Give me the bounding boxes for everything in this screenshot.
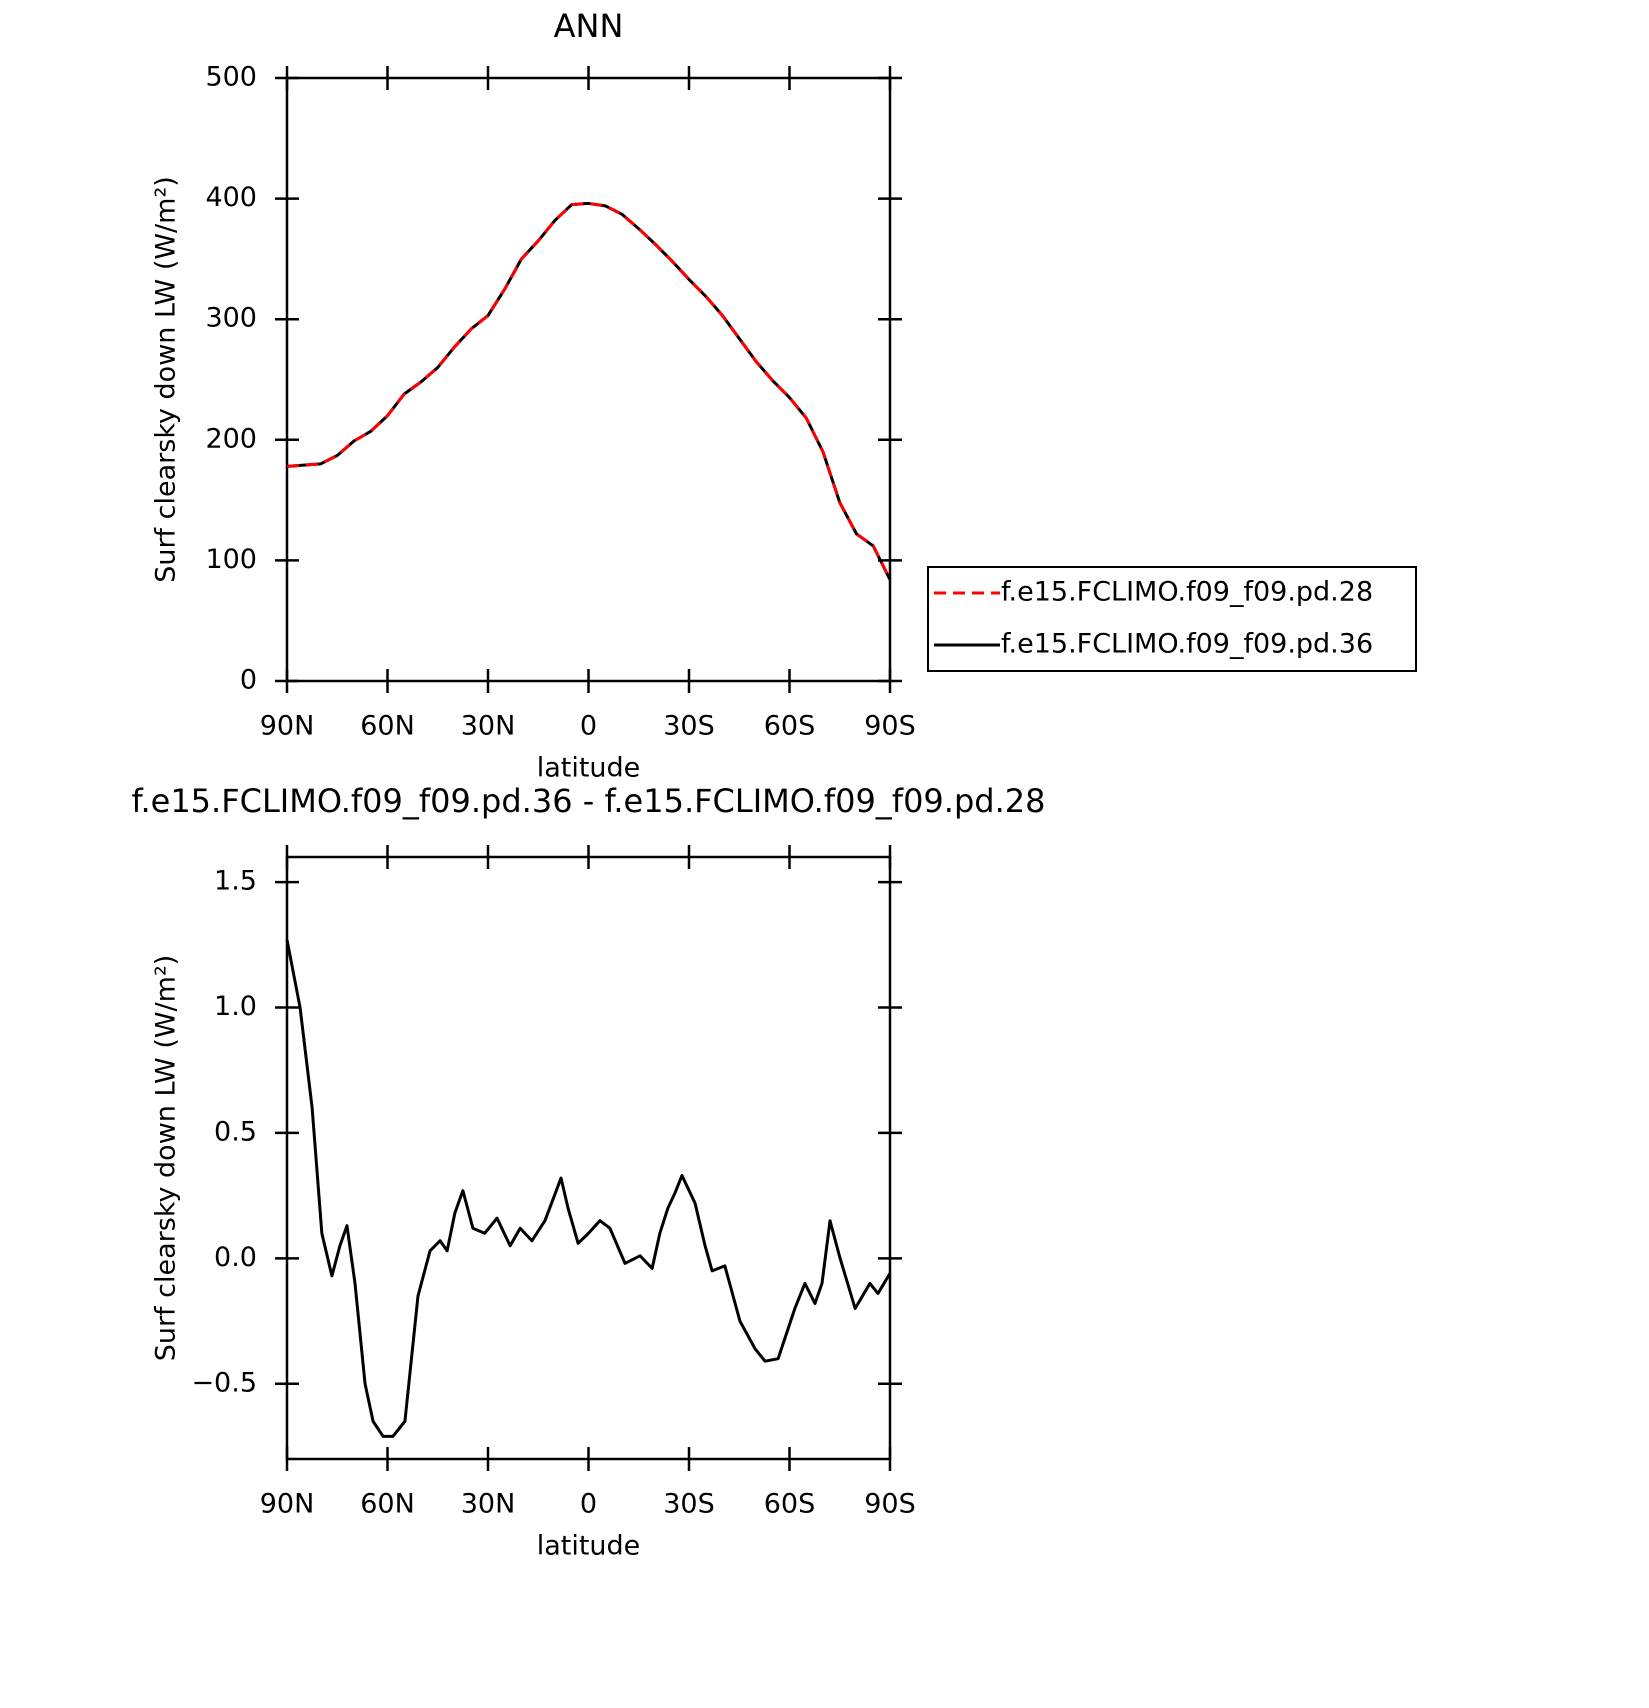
series-line [285, 939, 892, 1438]
y-tick-label: 0.5 [214, 1116, 257, 1147]
y-tick-label: 500 [205, 62, 257, 93]
x-tick-label: 0 [580, 1489, 597, 1520]
y-tick-label: 300 [205, 303, 257, 334]
x-tick-label: 60S [764, 711, 816, 742]
y-tick-label: 200 [205, 423, 257, 454]
y-axis-label: Surf clearsky down LW (W/m²) [151, 176, 182, 583]
x-tick-label: 90S [864, 1489, 916, 1520]
y-tick-label: 0 [240, 665, 257, 696]
x-tick-label: 30S [663, 711, 715, 742]
x-tick-label: 60S [764, 1489, 816, 1520]
legend-box [927, 566, 1417, 672]
x-axis-label: latitude [537, 1531, 641, 1562]
x-tick-label: 60N [360, 1489, 415, 1520]
y-tick-label: 100 [205, 544, 257, 575]
plot-frame [285, 855, 892, 1461]
series-line [286, 201, 892, 581]
series-line [286, 201, 892, 581]
x-tick-label: 90N [260, 711, 315, 742]
y-axis-label: Surf clearsky down LW (W/m²) [151, 955, 182, 1362]
legend-label: f.e15.FCLIMO.f09_f09.pd.36 [1001, 629, 1373, 660]
x-tick-label: 60N [360, 711, 415, 742]
y-tick-label: 1.0 [214, 991, 257, 1022]
x-axis-label: latitude [537, 753, 641, 784]
x-tick-label: 30N [461, 711, 516, 742]
y-tick-label: 0.0 [214, 1242, 257, 1273]
chart-title: ANN [554, 7, 624, 45]
plot-frame [285, 76, 892, 683]
x-tick-label: 90N [260, 1489, 315, 1520]
chart-title: f.e15.FCLIMO.f09_f09.pd.36 - f.e15.FCLIM… [132, 782, 1046, 820]
y-tick-label: 400 [205, 182, 257, 213]
x-tick-label: 30N [461, 1489, 516, 1520]
x-tick-label: 90S [864, 711, 916, 742]
y-tick-label: 1.5 [214, 866, 257, 897]
legend-label: f.e15.FCLIMO.f09_f09.pd.28 [1001, 577, 1373, 608]
x-tick-label: 0 [580, 711, 597, 742]
y-tick-label: −0.5 [191, 1367, 257, 1398]
x-tick-label: 30S [663, 1489, 715, 1520]
